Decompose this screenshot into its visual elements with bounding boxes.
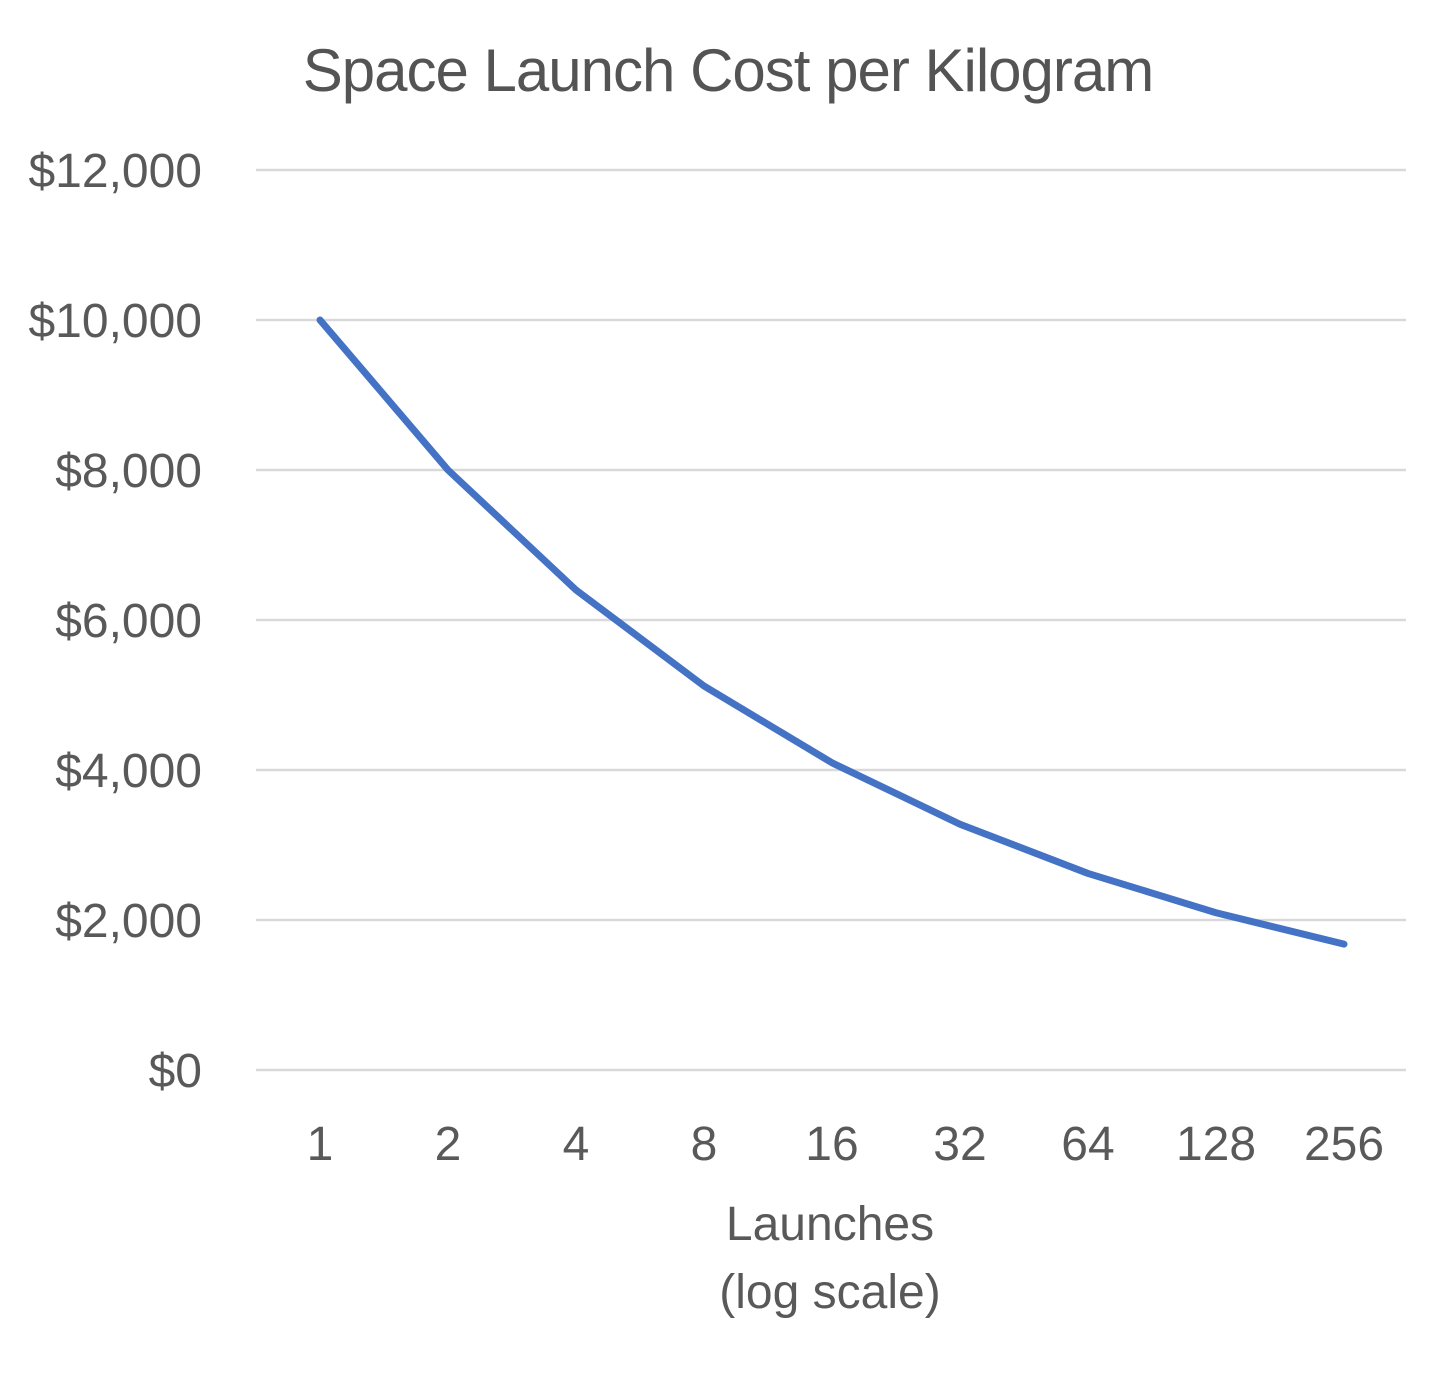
y-tick-label: $4,000 [55,745,202,798]
gridlines [256,168,1406,1072]
x-axis-title: Launches (log scale) [719,1198,940,1319]
x-axis-label-note: (log scale) [719,1266,940,1319]
y-tick-label: $12,000 [28,145,202,198]
y-tick-label: $8,000 [55,445,202,498]
x-tick-label: 2 [435,1118,462,1171]
x-tick-label: 64 [1061,1118,1114,1171]
x-tick-label: 128 [1176,1118,1256,1171]
y-axis-tick-labels: $0 $2,000 $4,000 $6,000 $8,000 $10,000 $12,000 [28,145,202,1098]
x-axis-label: Launches [726,1198,934,1251]
x-tick-label: 1 [307,1118,334,1171]
x-axis-tick-labels: 1 2 4 8 16 32 64 128 256 [307,1118,1384,1171]
series-line [316,316,1348,948]
y-tick-label: $10,000 [28,295,202,348]
x-tick-label: 32 [933,1118,986,1171]
x-tick-label: 4 [563,1118,590,1171]
chart-title: Space Launch Cost per Kilogram [302,37,1155,104]
x-tick-label: 256 [1304,1118,1384,1171]
y-tick-label: $2,000 [55,895,202,948]
x-tick-label: 8 [691,1118,718,1171]
series-lines [316,316,1348,948]
y-tick-label: $0 [149,1045,202,1098]
y-tick-label: $6,000 [55,595,202,648]
x-tick-label: 16 [805,1118,858,1171]
